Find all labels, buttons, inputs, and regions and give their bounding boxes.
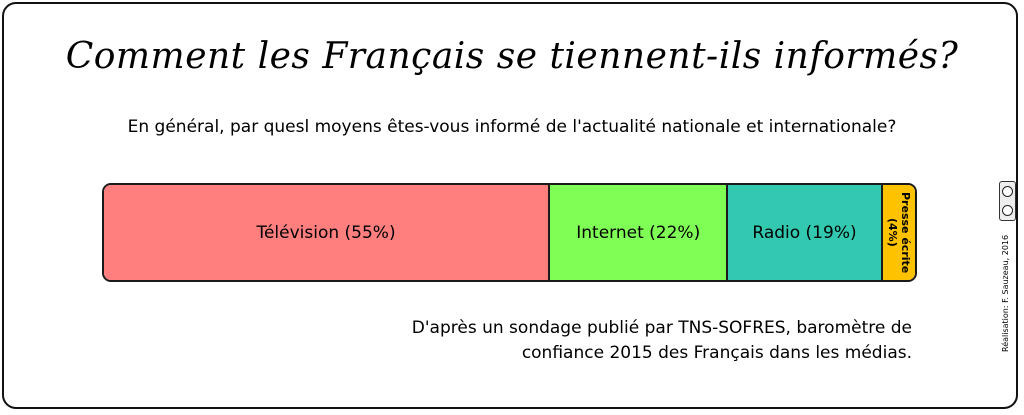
bar-segment-internet: Internet (22%) <box>550 185 729 280</box>
by-person-icon <box>1002 205 1013 216</box>
chart-subtitle: En général, par quesl moyens êtes-vous i… <box>127 117 897 137</box>
bar-segment-label: Radio (19%) <box>752 222 857 243</box>
bar-segment-label: Presse écrite (4%) <box>885 191 912 274</box>
bar-segment-presse-crite: Presse écrite (4%) <box>882 185 915 280</box>
source-line-2: confiance 2015 des Français dans les méd… <box>521 343 912 363</box>
cc-circle-icon <box>1002 186 1013 197</box>
chart-title: Comment les Français se tiennent-ils inf… <box>65 36 959 77</box>
bar-segment-radio: Radio (19%) <box>728 185 883 280</box>
source-note: D'après un sondage publié par TNS-SOFRES… <box>400 316 912 366</box>
bar-segment-t-l-vision: Télévision (55%) <box>104 185 551 280</box>
stacked-bar: Télévision (55%) Internet (22%) Radio (19%… <box>102 183 917 282</box>
cc-by-icon <box>999 181 1016 221</box>
bar-segment-label: Internet (22%) <box>576 222 701 243</box>
author-credit: Réalisation: F. Sauzeau, 2016 <box>1001 234 1010 352</box>
source-line-1: D'après un sondage publié par TNS-SOFRES… <box>411 318 912 338</box>
bar-segment-label: Télévision (55%) <box>256 222 396 243</box>
